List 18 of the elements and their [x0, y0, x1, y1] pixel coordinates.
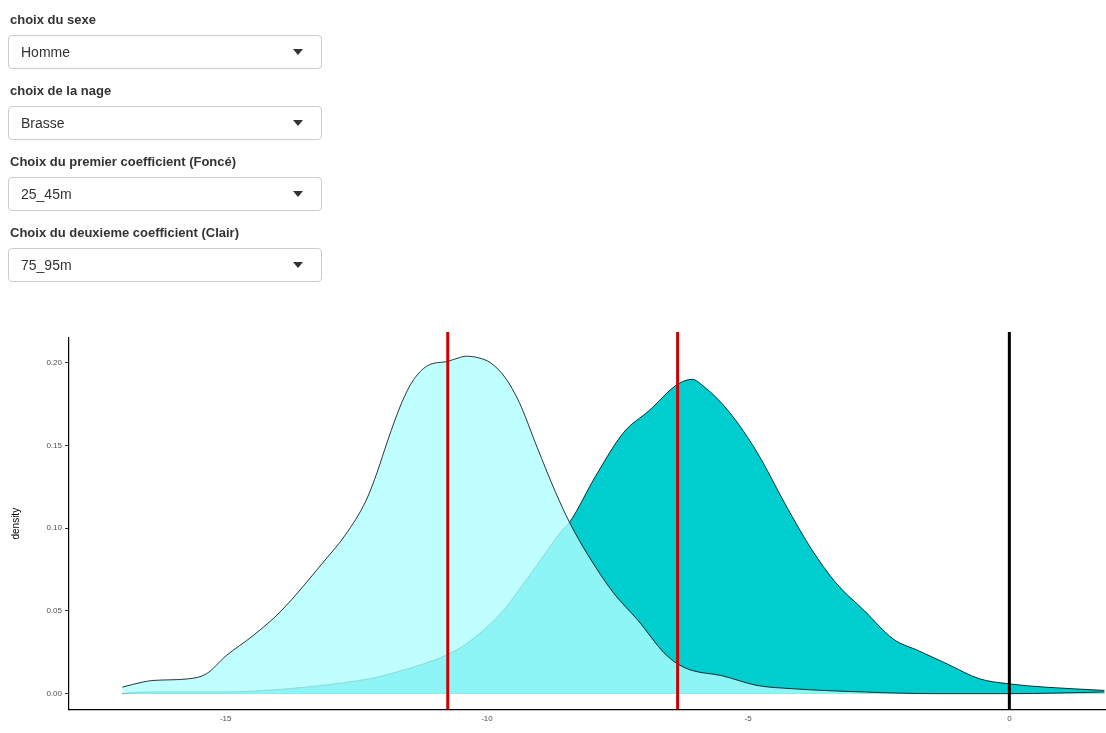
- text: choix de la nage: [10, 83, 113, 98]
- y-axis-title: density: [9, 507, 21, 540]
- text: Choix du deuxieme coefficient (Clair): [10, 225, 240, 240]
- y-tick-label: 0.10: [46, 523, 63, 533]
- x-tick-label: -10: [481, 714, 494, 724]
- text: Brasse: [21, 115, 65, 131]
- x-tick-label: 0: [1007, 714, 1013, 724]
- text: 75_95m: [21, 257, 72, 273]
- y-tick-label: 0.05: [46, 606, 63, 616]
- x-tick-label: -15: [219, 714, 233, 724]
- text: choix du sexe: [10, 12, 97, 27]
- y-tick-label: 0.20: [46, 358, 63, 368]
- x-tick-label: -5: [744, 714, 753, 724]
- text: 25_45m: [21, 186, 72, 202]
- y-tick-label: 0.00: [46, 688, 63, 698]
- text: Homme: [21, 44, 71, 60]
- text: Choix du premier coefficient (Foncé): [10, 154, 238, 169]
- y-tick-label: 0.15: [46, 440, 63, 450]
